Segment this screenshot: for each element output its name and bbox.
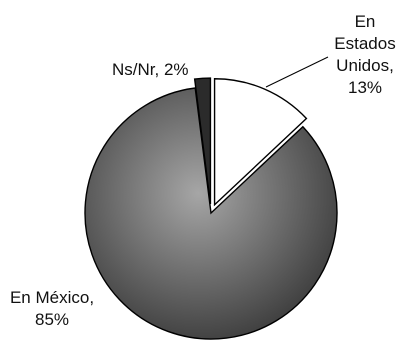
label-us-line-3: Unidos, [336, 56, 394, 75]
label-us-line-4: 13% [347, 78, 383, 97]
label-mexico-line-1: En México, [9, 288, 95, 307]
label-mexico-line-2: 85% [34, 310, 70, 329]
label-ns-nr: Ns/Nr, 2% [112, 59, 189, 81]
label-en-mexico: En México, 85% [8, 287, 96, 331]
us-label-leader-line [265, 56, 329, 88]
label-us-line-2: Estados [334, 34, 396, 53]
pie-slice-en-m-xico [84, 87, 338, 340]
pie-slice-ns-nr [193, 77, 212, 205]
pie-slice-en-estados-unidos [213, 78, 308, 207]
label-nsnr-line-1: Ns/Nr, 2% [112, 60, 189, 79]
label-estados-unidos: En Estados Unidos, 13% [322, 11, 408, 99]
label-us-line-1: En [354, 12, 376, 31]
